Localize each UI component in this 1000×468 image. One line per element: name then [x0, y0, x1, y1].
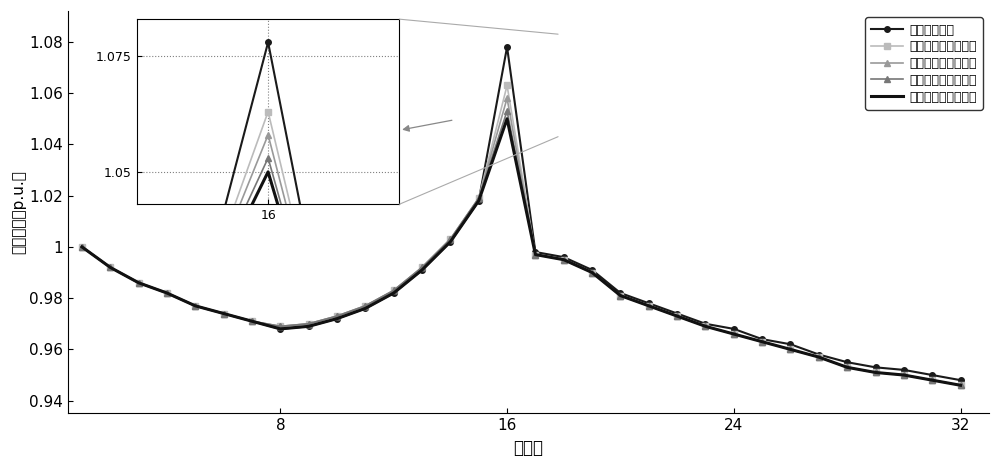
X-axis label: 节点号: 节点号: [513, 439, 543, 457]
Legend: 逆变器未调压, 逆变器无功补偿电压, 逆变器功率调整电压, 逆变器功率缩减电压, 逆变器修正计算电压: 逆变器未调压, 逆变器无功补偿电压, 逆变器功率调整电压, 逆变器功率缩减电压,…: [865, 17, 983, 110]
Y-axis label: 节点电压（p.u.）: 节点电压（p.u.）: [11, 170, 26, 254]
